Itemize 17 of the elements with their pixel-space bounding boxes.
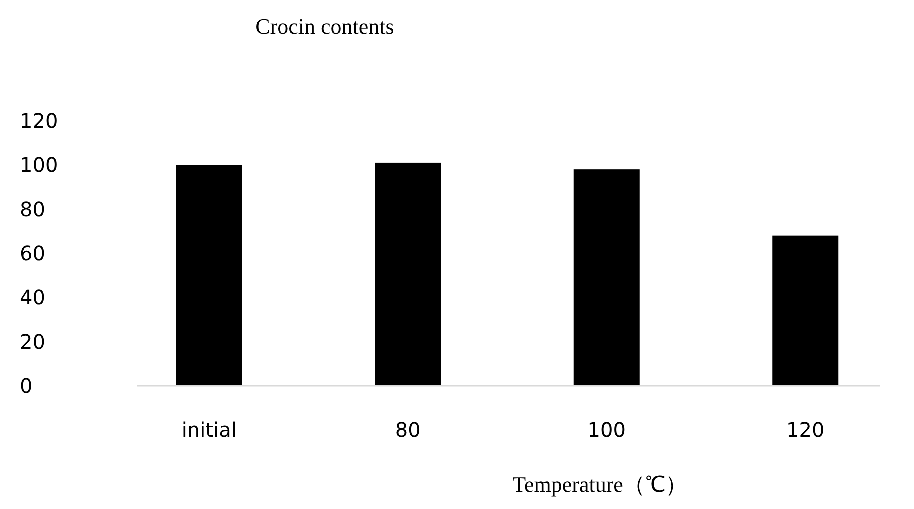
bar xyxy=(176,165,242,386)
y-tick-label: 40 xyxy=(20,286,46,310)
x-tick-label: 80 xyxy=(395,418,421,442)
y-tick-label: 80 xyxy=(20,197,46,222)
bar xyxy=(574,170,640,386)
chart-title: Crocin contents xyxy=(256,14,394,39)
x-axis-title: Temperature（℃） xyxy=(512,472,688,497)
bar xyxy=(772,236,839,386)
y-tick-label: 60 xyxy=(20,242,46,266)
x-tick-label: initial xyxy=(182,418,237,442)
y-tick-label: 100 xyxy=(20,153,58,178)
y-tick-label: 120 xyxy=(20,109,58,133)
x-tick-label: 100 xyxy=(588,418,626,442)
bar xyxy=(375,162,442,386)
x-tick-label: 120 xyxy=(786,418,825,442)
y-tick-label: 0 xyxy=(20,374,33,398)
y-tick-label: 20 xyxy=(20,330,46,354)
